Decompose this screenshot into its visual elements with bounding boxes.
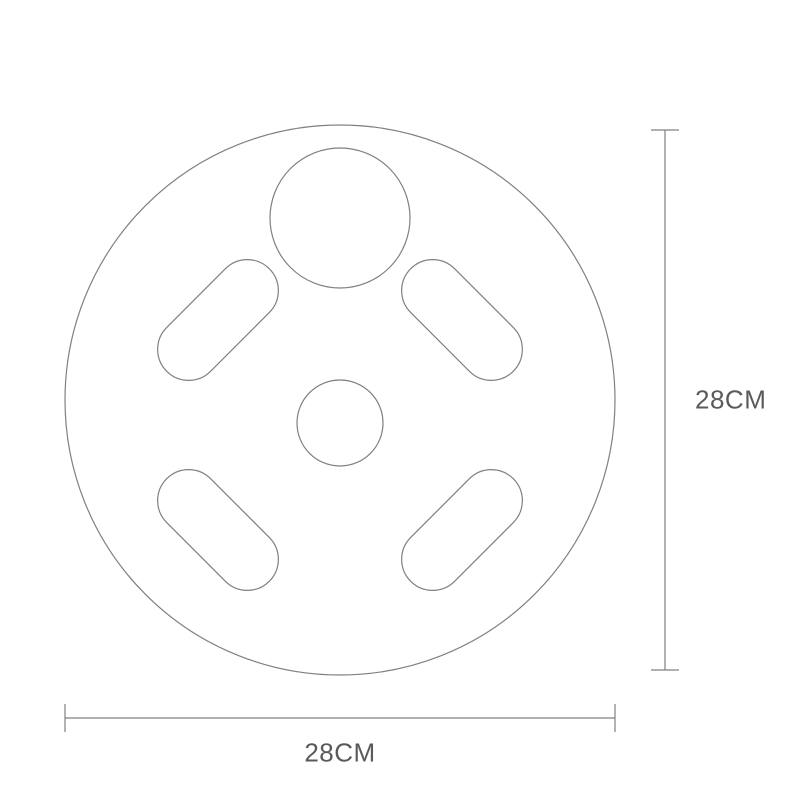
dimension-label-vertical: 28CM	[695, 385, 766, 416]
diagram-svg	[0, 0, 800, 800]
dimension-label-horizontal: 28CM	[304, 738, 375, 769]
dimension-diagram: 28CM 28CM	[0, 0, 800, 800]
